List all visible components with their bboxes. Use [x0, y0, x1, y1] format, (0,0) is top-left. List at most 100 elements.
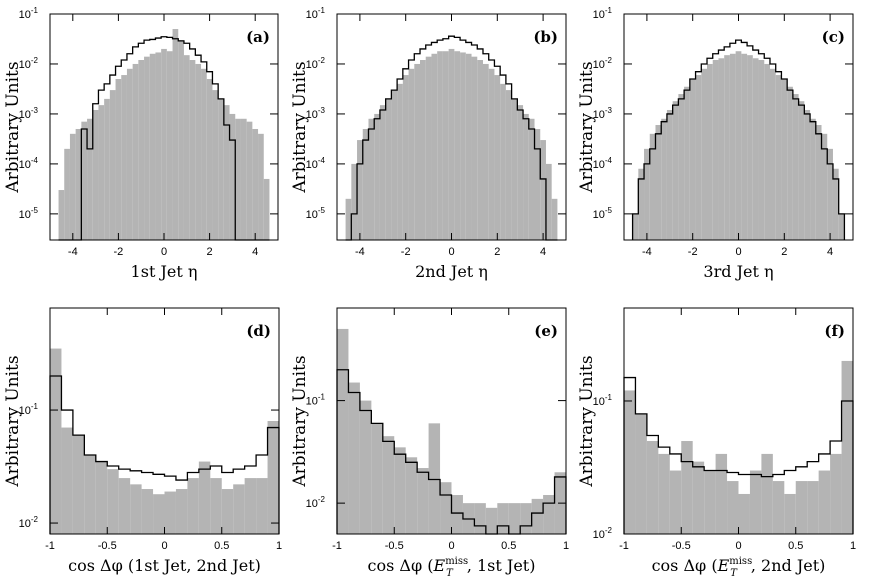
bar: [425, 56, 432, 240]
bar: [394, 447, 406, 534]
bar: [161, 48, 167, 240]
x-axis-title: 2nd Jet η: [415, 262, 488, 281]
bar: [500, 83, 506, 240]
y-tick-label: 10-5: [19, 206, 39, 221]
bar: [747, 55, 753, 240]
x-axis-title-part: cos Δφ (: [652, 556, 718, 575]
x-axis-title-part: cos Δφ (: [368, 556, 434, 575]
bar: [451, 495, 463, 534]
bar: [417, 468, 429, 534]
panel-label: (f): [824, 322, 845, 340]
panel-label: (b): [533, 28, 558, 46]
bar: [715, 453, 728, 534]
bar: [405, 457, 418, 534]
bar: [374, 113, 380, 240]
y-tick-exponent: -4: [605, 156, 613, 165]
bar: [474, 503, 486, 534]
bar: [792, 94, 799, 240]
bar: [460, 52, 466, 240]
bar: [497, 503, 509, 534]
bar: [138, 60, 145, 241]
series-line: [631, 39, 846, 240]
panel-e: -1 -0.5 0 0.5 110-110-2(e)Arbitrary Unitscos…: [290, 307, 569, 579]
x-axis-title-part: , 1st Jet): [467, 556, 536, 575]
bar: [379, 105, 386, 240]
bar: [126, 68, 133, 240]
series-line: [49, 375, 280, 534]
y-tick-label: 10-2: [593, 526, 613, 541]
x-tick-label: 0: [161, 540, 167, 552]
y-axis-title: Arbitrary Units: [3, 355, 23, 487]
bar: [511, 98, 518, 240]
panel-a: -4 -2 0 2 410-110-210-310-410-5(a)Arbitrary …: [3, 6, 279, 281]
bar: [712, 60, 719, 241]
bar: [787, 86, 793, 240]
bar: [517, 105, 524, 240]
panel-b: -4 -2 0 2 410-110-210-310-410-5(b)Arbitrary …: [290, 6, 567, 281]
bar: [531, 498, 544, 534]
x-tick-label: 4: [827, 246, 833, 258]
x-tick-label: 1: [850, 540, 856, 552]
bar: [649, 133, 656, 240]
x-axis-title-part: E: [717, 556, 730, 575]
bar: [172, 29, 179, 241]
bar: [58, 190, 65, 240]
bar: [482, 63, 489, 241]
bar: [838, 213, 845, 240]
y-tick-exponent: -1: [31, 6, 39, 15]
bar: [465, 53, 472, 240]
bar: [646, 441, 659, 534]
bar: [505, 90, 512, 240]
bar: [543, 495, 555, 534]
series-line: [58, 36, 270, 241]
bar: [695, 75, 702, 240]
bar: [528, 118, 535, 240]
bar: [141, 489, 154, 534]
x-tick-label: 4: [252, 246, 258, 258]
bar: [153, 494, 165, 534]
bar: [749, 470, 762, 534]
bar: [132, 63, 139, 241]
bar: [738, 493, 750, 534]
bar: [75, 128, 82, 240]
bar: [540, 140, 546, 240]
x-tick-label: 4: [540, 246, 546, 258]
x-tick-label: 2: [207, 246, 213, 258]
bar: [485, 507, 498, 534]
bar: [666, 109, 673, 240]
x-tick-label: 1: [563, 540, 569, 552]
bar: [362, 128, 369, 240]
bar: [233, 484, 245, 534]
bar: [638, 168, 645, 240]
bar: [345, 198, 352, 240]
x-tick-label: -1: [619, 540, 629, 552]
bar: [523, 113, 529, 240]
bar: [724, 55, 730, 240]
bar: [707, 63, 713, 241]
x-tick-label: -4: [68, 246, 78, 258]
x-tick-label: 0: [448, 246, 454, 258]
bar: [471, 56, 478, 240]
series-line: [623, 376, 854, 534]
bar: [50, 348, 62, 534]
y-tick-exponent: -2: [318, 495, 326, 504]
x-axis-title: 1st Jet η: [131, 262, 198, 281]
bar: [428, 423, 441, 534]
bar: [672, 101, 679, 240]
bar: [818, 470, 831, 534]
bar: [178, 40, 184, 241]
bar: [175, 489, 188, 534]
bar: [454, 51, 461, 240]
bar: [692, 461, 705, 534]
bar: [729, 53, 736, 240]
bar: [437, 51, 443, 240]
y-tick-label: 10-1: [593, 6, 613, 21]
bar: [795, 481, 808, 534]
bar: [104, 98, 110, 240]
bar: [72, 435, 85, 534]
bar: [735, 51, 742, 240]
bar: [758, 60, 765, 241]
bar: [798, 101, 805, 240]
y-tick-exponent: -3: [31, 106, 39, 115]
bar: [183, 55, 190, 240]
